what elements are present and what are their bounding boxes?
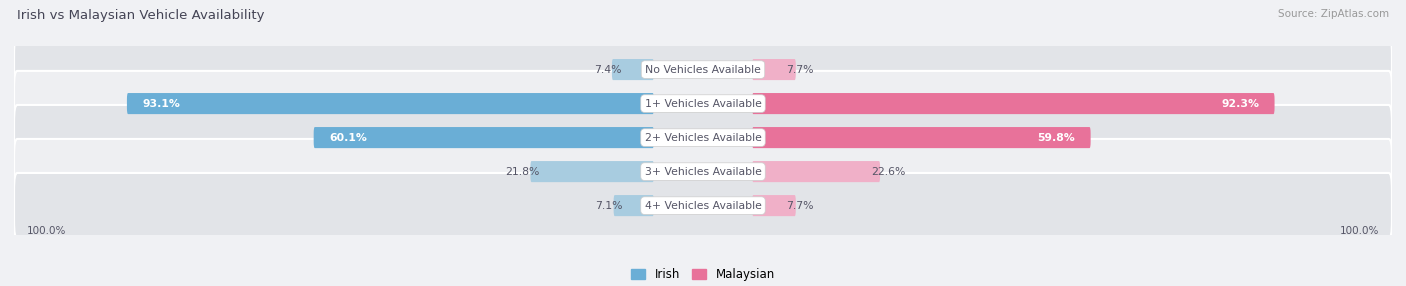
Text: 60.1%: 60.1% — [329, 133, 367, 143]
Text: 3+ Vehicles Available: 3+ Vehicles Available — [644, 167, 762, 176]
FancyBboxPatch shape — [612, 59, 654, 80]
FancyBboxPatch shape — [14, 105, 1392, 170]
Text: 92.3%: 92.3% — [1222, 99, 1260, 109]
Text: 7.1%: 7.1% — [595, 200, 623, 210]
FancyBboxPatch shape — [14, 37, 1392, 102]
Text: No Vehicles Available: No Vehicles Available — [645, 65, 761, 75]
Text: Irish vs Malaysian Vehicle Availability: Irish vs Malaysian Vehicle Availability — [17, 9, 264, 21]
FancyBboxPatch shape — [14, 139, 1392, 204]
FancyBboxPatch shape — [127, 93, 654, 114]
FancyBboxPatch shape — [752, 161, 880, 182]
FancyBboxPatch shape — [14, 173, 1392, 238]
Text: 7.7%: 7.7% — [786, 200, 814, 210]
Text: 93.1%: 93.1% — [142, 99, 180, 109]
Text: 7.7%: 7.7% — [786, 65, 814, 75]
Text: 2+ Vehicles Available: 2+ Vehicles Available — [644, 133, 762, 143]
FancyBboxPatch shape — [752, 93, 1275, 114]
FancyBboxPatch shape — [613, 195, 654, 216]
FancyBboxPatch shape — [752, 127, 1091, 148]
FancyBboxPatch shape — [530, 161, 654, 182]
FancyBboxPatch shape — [14, 71, 1392, 136]
Text: 100.0%: 100.0% — [1340, 226, 1379, 236]
FancyBboxPatch shape — [314, 127, 654, 148]
Text: 1+ Vehicles Available: 1+ Vehicles Available — [644, 99, 762, 109]
Text: Source: ZipAtlas.com: Source: ZipAtlas.com — [1278, 9, 1389, 19]
Text: 21.8%: 21.8% — [505, 167, 540, 176]
Text: 59.8%: 59.8% — [1038, 133, 1076, 143]
Text: 4+ Vehicles Available: 4+ Vehicles Available — [644, 200, 762, 210]
FancyBboxPatch shape — [752, 59, 796, 80]
Text: 100.0%: 100.0% — [27, 226, 66, 236]
FancyBboxPatch shape — [752, 195, 796, 216]
Text: 22.6%: 22.6% — [870, 167, 905, 176]
Text: 7.4%: 7.4% — [593, 65, 621, 75]
Legend: Irish, Malaysian: Irish, Malaysian — [631, 269, 775, 281]
